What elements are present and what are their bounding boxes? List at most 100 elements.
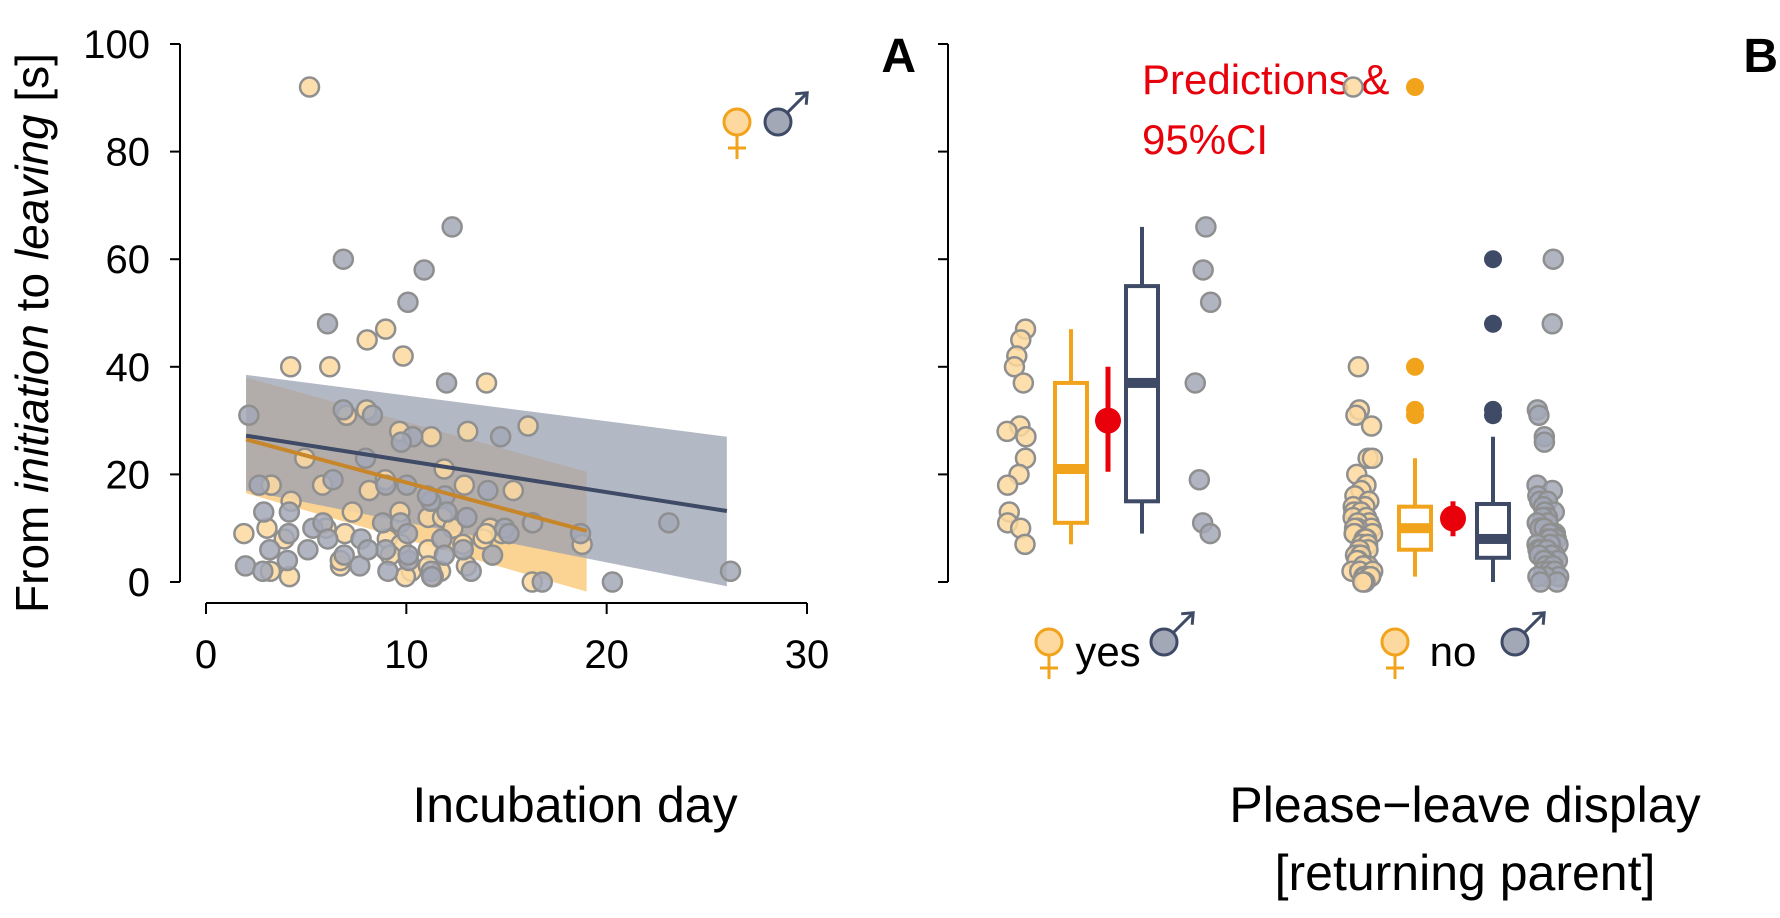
male-symbol-stem (786, 91, 809, 114)
panel-a-y-tick-label: 40 (106, 346, 151, 390)
male-point (317, 528, 339, 550)
male-point (1192, 259, 1214, 281)
male-point (297, 538, 319, 561)
male-point (234, 555, 257, 577)
female-point (356, 329, 378, 351)
male-point (481, 544, 504, 566)
box-outlier (1484, 314, 1502, 333)
female-symbol-icon (1034, 627, 1064, 679)
group-label-no: no (1430, 628, 1477, 675)
female-point (502, 479, 525, 502)
box-median (1126, 377, 1158, 388)
panel-a-y-tick-label: 100 (83, 23, 150, 67)
female-symbol-circle (722, 107, 752, 137)
panel-a-x-axis-label: Incubation day (412, 777, 737, 833)
female-point (374, 318, 397, 340)
female-point (1345, 404, 1367, 426)
panel-a-x-tick-label: 30 (785, 633, 830, 677)
female-point (1003, 356, 1026, 378)
female-point (420, 425, 443, 448)
box-median (1399, 523, 1431, 534)
female-point (475, 522, 497, 545)
male-point (452, 538, 474, 561)
panel-a-y-tick-label: 0 (128, 561, 150, 605)
female-point (475, 372, 498, 394)
male-point (1528, 404, 1550, 426)
male-symbol-stem (1523, 611, 1546, 634)
box-outlier (1484, 406, 1502, 425)
male-point (397, 544, 419, 566)
box-iqr (1053, 380, 1089, 525)
female-point (456, 420, 479, 443)
y-axis-label-part3: to (6, 260, 58, 324)
female-point (298, 76, 321, 98)
female-point (1015, 425, 1037, 448)
male-point (1188, 469, 1211, 491)
female-point (1347, 356, 1370, 378)
panel-a-legend (722, 91, 809, 159)
male-point (531, 571, 554, 593)
female-point (453, 474, 476, 496)
female-symbol-icon (722, 107, 752, 159)
male-point (259, 538, 281, 561)
y-axis-label-part5: [s] (6, 53, 58, 114)
male-point (390, 431, 413, 453)
male-fit-line (245, 433, 728, 513)
male-point (277, 522, 300, 545)
female-point (341, 501, 364, 523)
box-outlier (1406, 357, 1424, 376)
box-outlier (1406, 78, 1424, 97)
panel-a-y-tick-label: 20 (106, 453, 151, 497)
female-point (318, 356, 341, 378)
male-point (441, 216, 463, 238)
panel-a-x-tick-label: 20 (584, 633, 629, 677)
female-point (1361, 447, 1384, 470)
male-point (456, 506, 478, 529)
male-point (477, 479, 499, 502)
male-point (396, 522, 419, 545)
panel-b-predictions (1095, 366, 1466, 537)
female-point (1014, 533, 1036, 556)
male-point (377, 560, 399, 582)
group-yes-male-boxplot (1124, 226, 1160, 534)
male-point (1541, 313, 1564, 335)
male-point (276, 549, 299, 572)
group-no-prediction (1440, 501, 1466, 537)
male-point (435, 372, 458, 394)
panel-b-x-axis-label-line1: Please−leave display (1229, 777, 1700, 833)
male-point (1184, 372, 1207, 394)
group-no-points (1341, 76, 1570, 593)
female-point (996, 420, 1018, 443)
female-point (392, 345, 414, 367)
y-axis-label: From initiation to leaving [s] (6, 53, 58, 613)
y-axis-label-part1: From (6, 493, 58, 613)
male-symbol-icon (1500, 611, 1546, 657)
female-point (279, 356, 302, 378)
prediction-mean (1440, 505, 1466, 532)
panel-b-points (996, 76, 1570, 593)
male-point (374, 538, 397, 561)
male-symbol-circle (1500, 627, 1530, 657)
male-point (357, 538, 379, 561)
male-point (658, 512, 680, 534)
female-point (233, 522, 255, 545)
male-point (238, 404, 260, 426)
box-outlier (1484, 250, 1502, 269)
female-point (1352, 571, 1374, 593)
male-point (498, 522, 520, 545)
panel-a-x-tick-label: 0 (195, 633, 217, 677)
panel-a-y-tick-label: 80 (106, 131, 151, 175)
panel-b-label: B (1743, 30, 1778, 83)
male-point (1199, 291, 1222, 313)
panel-b-boxplots (1053, 78, 1511, 582)
female-point (517, 415, 539, 437)
female-point (1360, 415, 1383, 437)
male-symbol-circle (1149, 627, 1179, 657)
y-axis-label-part4: leaving (6, 114, 58, 260)
male-point (371, 512, 394, 534)
male-symbol-circle (763, 107, 793, 137)
svg-text:From initiation to leaving [s]: From initiation to leaving [s] (6, 53, 58, 613)
male-point (1195, 216, 1217, 238)
male-point (361, 404, 384, 426)
group-yes-female-boxplot (1053, 329, 1089, 545)
